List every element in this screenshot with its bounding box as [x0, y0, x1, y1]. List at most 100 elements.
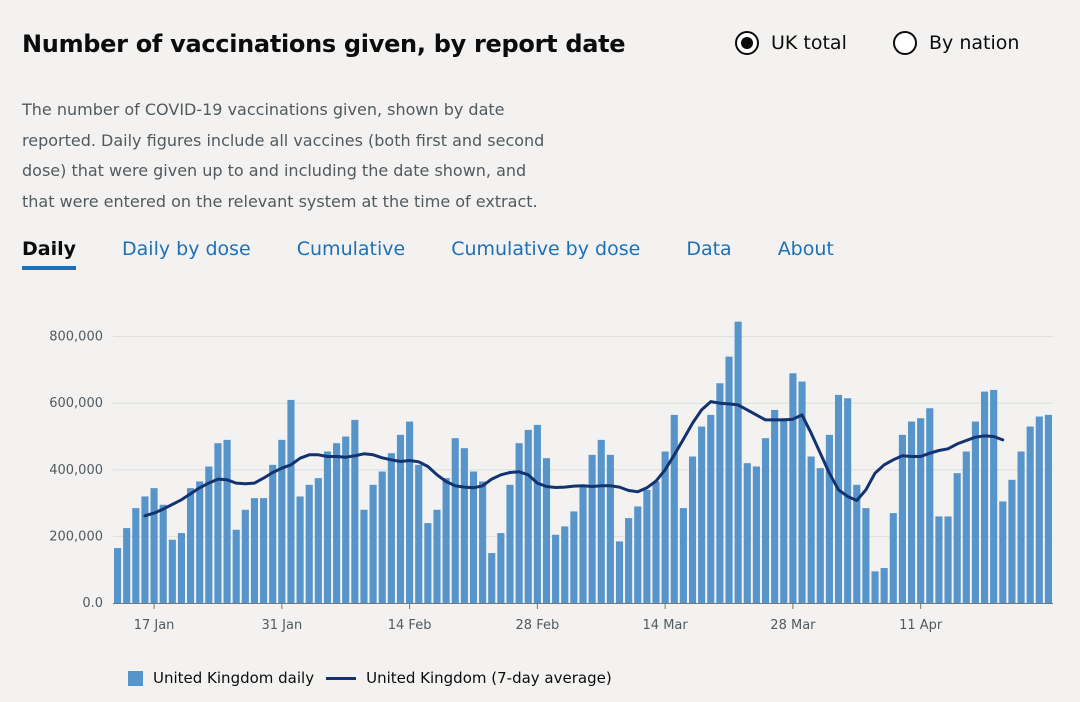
daily-bar — [524, 429, 532, 603]
daily-bar — [205, 466, 213, 603]
x-tick-label: 11 Apr — [899, 618, 943, 633]
x-tick-label: 17 Jan — [134, 618, 175, 633]
daily-bar — [488, 553, 496, 603]
daily-bar — [561, 526, 569, 603]
legend-daily-label: United Kingdom daily — [153, 669, 315, 687]
daily-bar — [497, 533, 505, 603]
daily-bar — [853, 484, 861, 603]
daily-bar — [260, 498, 268, 603]
daily-bar — [369, 484, 377, 603]
daily-bar — [780, 418, 788, 603]
daily-bar — [953, 473, 961, 603]
daily-bar — [579, 484, 587, 603]
daily-bar — [625, 518, 633, 603]
daily-bar — [907, 421, 916, 603]
daily-bar — [643, 489, 651, 603]
daily-bar — [597, 439, 605, 603]
daily-bar — [716, 383, 724, 603]
tab-data[interactable]: Data — [686, 238, 732, 260]
daily-bar — [159, 504, 167, 603]
daily-bar — [533, 424, 541, 603]
daily-bar — [287, 399, 295, 603]
daily-bar — [442, 478, 450, 603]
radio-unchecked-icon — [893, 31, 917, 55]
daily-bar — [789, 373, 797, 603]
tab-about[interactable]: About — [777, 238, 834, 260]
daily-bar — [816, 468, 824, 603]
legend-average-label: United Kingdom (7-day average) — [366, 669, 612, 687]
daily-bar — [926, 408, 934, 603]
daily-bar — [451, 438, 459, 603]
daily-bar — [962, 451, 970, 603]
daily-bar — [844, 398, 852, 603]
daily-bar — [807, 456, 815, 603]
daily-bar — [196, 481, 204, 603]
daily-bar — [323, 451, 332, 603]
daily-bar — [944, 516, 952, 603]
daily-bar — [141, 496, 149, 603]
daily-bar — [990, 389, 998, 603]
daily-bar — [415, 464, 423, 603]
daily-bar — [698, 426, 706, 603]
daily-bar — [296, 496, 304, 603]
daily-bar — [360, 509, 368, 603]
seven-day-average-line — [143, 400, 1005, 518]
daily-bar — [241, 509, 249, 603]
daily-bar — [1008, 479, 1016, 603]
daily-bar — [825, 434, 833, 603]
daily-bar — [570, 511, 578, 603]
tab-cumulative[interactable]: Cumulative — [296, 238, 406, 260]
y-tick-label: 0.0 — [82, 596, 103, 611]
daily-bar — [515, 443, 523, 603]
daily-bar — [743, 463, 751, 603]
daily-bar — [834, 394, 843, 603]
y-tick-label: 400,000 — [49, 463, 103, 478]
tab-cumulative-by-dose[interactable]: Cumulative by dose — [451, 238, 641, 260]
daily-bar — [1035, 416, 1043, 603]
daily-bar — [889, 513, 897, 603]
x-tick-label: 31 Jan — [261, 618, 302, 633]
daily-bar — [168, 539, 176, 603]
daily-bar — [433, 509, 441, 603]
daily-bar — [606, 454, 614, 603]
daily-bar — [798, 381, 806, 603]
y-tick-label: 600,000 — [49, 396, 103, 411]
daily-bar — [862, 508, 870, 603]
daily-bar — [479, 481, 487, 603]
daily-bar — [980, 391, 989, 603]
chart-title: Number of vaccinations given, by report … — [22, 30, 626, 58]
daily-bar — [278, 439, 286, 603]
daily-bar — [634, 506, 642, 603]
daily-bar — [1044, 414, 1052, 603]
daily-bar — [123, 528, 131, 603]
daily-bar — [314, 478, 322, 603]
daily-bar — [269, 464, 277, 603]
radio-by-nation[interactable]: By nation — [893, 31, 1019, 55]
daily-bar — [935, 516, 943, 603]
tab-daily[interactable]: Daily — [22, 238, 77, 270]
radio-uk-total[interactable]: UK total — [735, 31, 847, 55]
daily-bar — [305, 484, 313, 603]
chart-description: The number of COVID-19 vaccinations give… — [22, 100, 545, 211]
daily-bar — [424, 523, 432, 603]
legend-bar-swatch-icon — [128, 670, 143, 686]
daily-bar — [588, 454, 596, 603]
daily-bar — [378, 471, 386, 603]
radio-uk-total-label: UK total — [771, 32, 847, 54]
daily-bar — [615, 541, 624, 603]
daily-bar — [999, 501, 1007, 603]
daily-bar — [351, 419, 359, 603]
daily-bar — [707, 414, 715, 603]
daily-bar — [150, 488, 158, 603]
legend-line-swatch-icon — [326, 676, 357, 680]
daily-bar — [406, 421, 414, 603]
radio-checked-icon — [735, 31, 759, 55]
daily-bar — [552, 534, 560, 603]
daily-bar — [506, 484, 514, 603]
daily-bar — [342, 436, 350, 603]
daily-bar — [396, 434, 405, 603]
daily-bar — [688, 456, 697, 603]
tab-daily-by-dose[interactable]: Daily by dose — [122, 238, 251, 260]
daily-bar — [734, 321, 742, 603]
radio-by-nation-label: By nation — [929, 32, 1020, 54]
